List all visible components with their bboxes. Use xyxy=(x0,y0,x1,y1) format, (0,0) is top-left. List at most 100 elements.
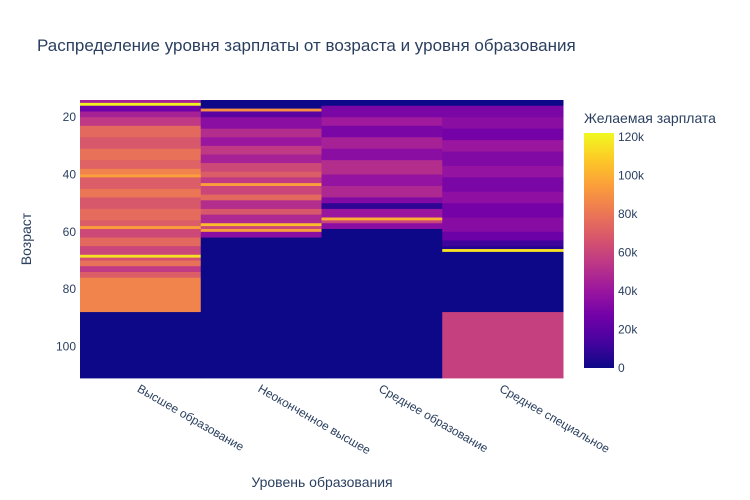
colorbar-tick-label: 40k xyxy=(618,284,638,298)
colorbar-ticks: 0 20k 40k 60k 80k 100k 120k xyxy=(618,130,645,375)
x-tick-label: Среднее образование xyxy=(376,381,490,455)
x-tick-label: Высшее образование xyxy=(135,381,247,454)
heatmap-cell xyxy=(321,220,443,224)
heatmap-cell xyxy=(200,108,322,112)
heatmap-cell xyxy=(321,174,443,187)
heatmap-cell xyxy=(200,137,322,147)
heatmap-cell xyxy=(321,117,443,127)
heatmap-cell xyxy=(80,105,202,112)
heatmap-cell xyxy=(200,185,322,195)
heatmap-cell xyxy=(200,237,322,379)
y-tick-label: 20 xyxy=(63,110,77,124)
heatmap-cell xyxy=(442,240,564,247)
y-tick-label: 60 xyxy=(63,225,77,239)
colorbar-tick-label: 120k xyxy=(618,130,645,144)
colorbar-tick-label: 20k xyxy=(618,323,638,337)
heatmap-cell xyxy=(80,102,202,107)
heatmap-cell xyxy=(80,125,202,138)
heatmap-cell xyxy=(80,111,202,118)
heatmap-cell xyxy=(442,191,564,204)
heatmap-cell xyxy=(80,220,202,227)
heatmap-cell xyxy=(80,271,202,279)
heatmap-cell xyxy=(200,117,322,130)
y-axis: 20 40 60 80 100 xyxy=(56,110,76,353)
heatmap-cell xyxy=(200,200,322,210)
heatmap-cell xyxy=(200,171,322,178)
y-tick-label: 80 xyxy=(63,282,77,296)
x-tick-label: Среднее специальное xyxy=(497,381,612,456)
heatmap-cell xyxy=(321,217,443,221)
heatmap-cell xyxy=(442,312,564,379)
heatmap-cell xyxy=(200,128,322,138)
heatmap-cell xyxy=(442,117,564,130)
x-axis-title: Уровень образования xyxy=(251,474,392,490)
heatmap-cell xyxy=(200,163,322,173)
heatmap-cell xyxy=(200,214,322,224)
heatmap-cell xyxy=(321,223,443,230)
colorbar-tick-label: 60k xyxy=(618,245,638,259)
heatmap-cell xyxy=(321,137,443,150)
heatmap-cell xyxy=(321,208,443,218)
heatmap-cell xyxy=(200,226,322,230)
x-axis: Высшее образование Неоконченное высшее Сре… xyxy=(135,381,612,457)
heatmap-cell xyxy=(200,223,322,227)
heatmap-cell xyxy=(442,100,564,107)
heatmap-cell xyxy=(80,266,202,273)
x-tick-label: Неоконченное высшее xyxy=(256,381,374,457)
heatmap-cell xyxy=(442,151,564,167)
heatmap-cell xyxy=(80,228,202,238)
heatmap-cell xyxy=(200,100,322,109)
y-axis-title: Возраст xyxy=(18,212,34,265)
heatmap-cell xyxy=(80,188,202,198)
heatmap-cell xyxy=(80,246,202,256)
heatmap-cell xyxy=(442,105,564,118)
colorbar xyxy=(584,133,614,368)
heatmap-cell xyxy=(80,117,202,127)
colorbar-tick-label: 80k xyxy=(618,207,638,221)
heatmap-cell xyxy=(80,257,202,261)
heatmap-cell xyxy=(200,208,322,216)
heatmap-cell xyxy=(80,254,202,259)
heatmap-cell xyxy=(442,165,564,178)
heatmap-cell xyxy=(442,140,564,152)
heatmap-cell xyxy=(321,228,443,379)
colorbar-tick-label: 100k xyxy=(618,168,645,182)
heatmap-cell xyxy=(200,183,322,187)
heatmap-cell xyxy=(80,237,202,247)
heatmap-cell xyxy=(200,228,322,233)
heatmap-cell xyxy=(80,160,202,170)
heatmap-cell xyxy=(321,100,443,107)
heatmap-cell xyxy=(80,260,202,267)
heatmap-cell xyxy=(80,197,202,210)
heatmap-cell xyxy=(200,154,322,164)
heatmap-cell xyxy=(200,194,322,201)
heatmap-cell xyxy=(80,277,202,313)
heatmap-cell xyxy=(442,246,564,250)
heatmap-cell xyxy=(200,231,322,238)
heatmap-cell xyxy=(80,312,202,379)
heatmap-cell xyxy=(321,203,443,210)
colorbar-tick-label: 0 xyxy=(618,361,625,375)
heatmap-cell xyxy=(321,148,443,161)
heatmap-cell xyxy=(80,137,202,150)
colorbar-title: Желаемая зарплата xyxy=(584,110,716,126)
heatmap-cell xyxy=(80,208,202,221)
heatmap-cell xyxy=(321,160,443,175)
heatmap-cell xyxy=(200,111,322,118)
heatmap-cell xyxy=(442,251,564,313)
heatmap-cell xyxy=(321,125,443,138)
heatmap-cell xyxy=(442,203,564,218)
heatmap-cell xyxy=(442,177,564,193)
heatmap-cell xyxy=(442,231,564,241)
heatmap-cell xyxy=(442,217,564,233)
heatmap-cell xyxy=(200,177,322,184)
heatmap-cell xyxy=(321,105,443,118)
heatmap-cell xyxy=(80,174,202,178)
heatmap-cell xyxy=(80,168,202,175)
heatmap-cell xyxy=(80,148,202,161)
y-tick-label: 100 xyxy=(56,340,76,354)
heatmap-cell xyxy=(442,128,564,141)
heatmap-cell xyxy=(80,226,202,230)
heatmap-cell xyxy=(200,145,322,155)
